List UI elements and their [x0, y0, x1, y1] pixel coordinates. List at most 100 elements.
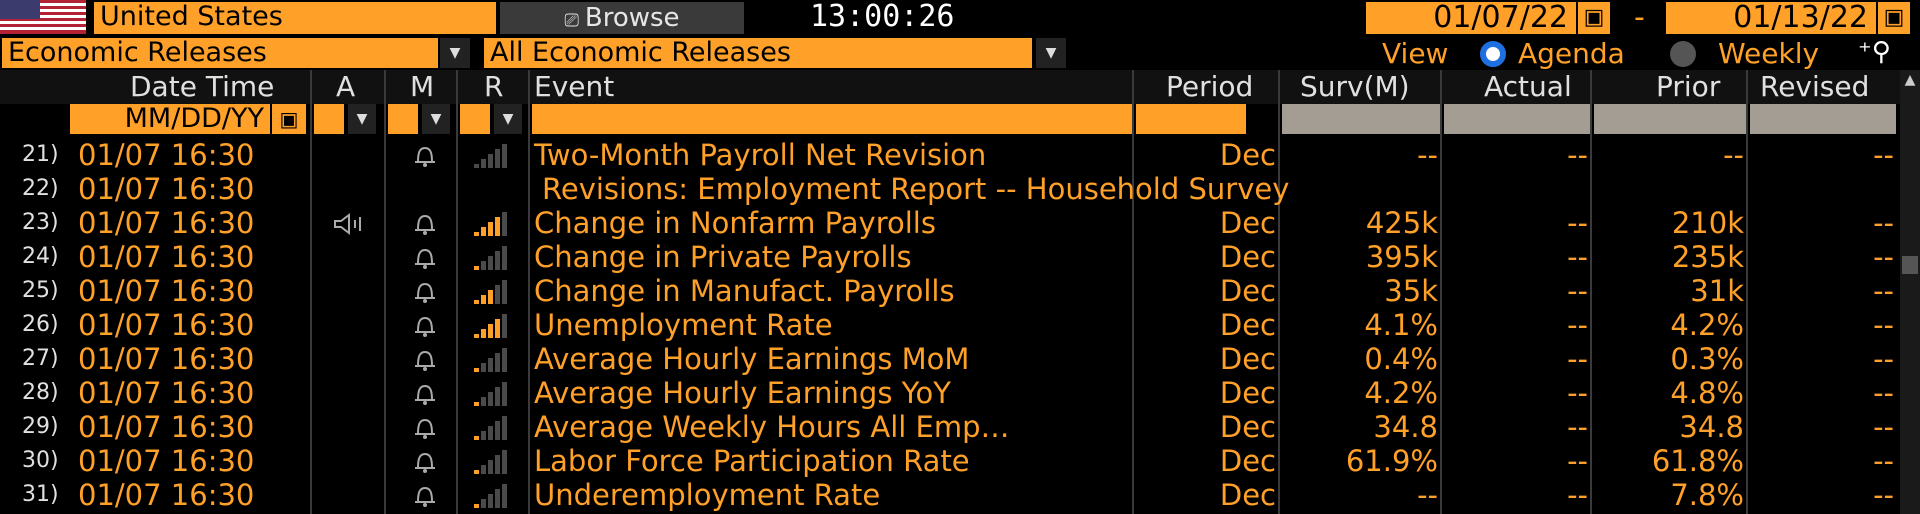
r-filter-input[interactable] [460, 104, 490, 134]
event-filter-input[interactable] [532, 104, 1132, 134]
row-revised: -- [1873, 308, 1894, 342]
table-row[interactable]: 29) 01/07 16:30 Average Weekly Hours All E… [0, 410, 1900, 444]
row-event[interactable]: Labor Force Participation Rate [534, 444, 970, 478]
radio-weekly[interactable] [1670, 41, 1696, 67]
row-event[interactable]: Average Hourly Earnings MoM [534, 342, 970, 376]
table-row[interactable]: 23) 01/07 16:30 Change in Nonfarm Payrolls… [0, 206, 1900, 240]
relevance-bar [495, 285, 500, 304]
add-search-icon[interactable]: ⁺⚲ [1858, 37, 1891, 67]
relevance-bar [495, 149, 500, 168]
browse-button[interactable]: ⎚ Browse [500, 2, 744, 34]
table-row[interactable]: 25) 01/07 16:30 Change in Manufact. Payrol… [0, 274, 1900, 308]
chevron-down-icon[interactable]: ▼ [494, 104, 522, 134]
col-a[interactable]: A [336, 70, 356, 103]
calendar-icon[interactable]: ▣ [272, 104, 306, 134]
table-row[interactable]: 27) 01/07 16:30 Average Hourly Earnings Mo… [0, 342, 1900, 376]
vertical-scrollbar[interactable] [1900, 70, 1920, 514]
relevance-bar [502, 484, 507, 508]
col-datetime[interactable]: Date Time [130, 70, 275, 103]
row-prior: 34.8 [1679, 410, 1744, 444]
relevance-bar [502, 246, 507, 270]
col-r[interactable]: R [484, 70, 504, 103]
chevron-down-icon[interactable]: ▼ [348, 104, 376, 134]
survey-filter-cell [1282, 104, 1440, 134]
col-prior[interactable]: Prior [1656, 70, 1721, 103]
col-revised[interactable]: Revised [1760, 70, 1870, 103]
row-survey: 4.1% [1364, 308, 1438, 342]
scrollbar-thumb[interactable] [1902, 256, 1918, 274]
relevance-bar [488, 256, 493, 270]
scroll-up-icon[interactable]: ▲ [1904, 72, 1916, 88]
end-date-field[interactable]: 01/13/22 [1666, 2, 1876, 34]
row-number: 22) [22, 176, 59, 201]
date-filter-input[interactable]: MM/DD/YY [70, 104, 270, 134]
bell-icon[interactable] [410, 144, 440, 168]
calendar-icon[interactable]: ▣ [1878, 2, 1910, 34]
row-event[interactable]: Underemployment Rate [534, 478, 881, 512]
row-survey: 61.9% [1345, 444, 1438, 478]
row-event[interactable]: Two-Month Payroll Net Revision [534, 138, 987, 172]
table-row[interactable]: 31) 01/07 16:30 Underemployment Rate Dec -- -… [0, 478, 1900, 512]
relevance-bar [488, 358, 493, 372]
row-event[interactable]: Change in Nonfarm Payrolls [534, 206, 936, 240]
row-number: 25) [22, 278, 59, 303]
bell-icon[interactable] [410, 314, 440, 338]
row-event[interactable]: Unemployment Rate [534, 308, 833, 342]
period-filter-input[interactable] [1136, 104, 1246, 134]
bell-icon[interactable] [410, 484, 440, 508]
table-row[interactable]: 21) 01/07 16:30 Two-Month Payroll Net Revi… [0, 138, 1900, 172]
relevance-bar [481, 261, 486, 270]
table-row[interactable]: 30) 01/07 16:30 Labor Force Participation … [0, 444, 1900, 478]
agenda-label[interactable]: Agenda [1518, 37, 1625, 70]
table-row[interactable]: 26) 01/07 16:30 Unemployment Rate Dec 4.1% --… [0, 308, 1900, 342]
row-datetime: 01/07 16:30 [78, 478, 255, 512]
row-datetime: 01/07 16:30 [78, 342, 255, 376]
row-revised: -- [1873, 410, 1894, 444]
table-row[interactable]: 22) 01/07 16:30 Revisions: Employment Repo… [0, 172, 1900, 206]
chevron-down-icon[interactable]: ▼ [1036, 38, 1066, 68]
row-event[interactable]: Average Weekly Hours All Emp… [534, 410, 1010, 444]
bell-icon[interactable] [410, 382, 440, 406]
category-dropdown[interactable]: Economic Releases [2, 38, 438, 68]
row-number: 28) [22, 380, 59, 405]
bell-icon[interactable] [410, 416, 440, 440]
relevance-bar [502, 314, 507, 338]
radio-agenda[interactable] [1480, 41, 1506, 67]
bell-icon[interactable] [410, 212, 440, 236]
chevron-down-icon[interactable]: ▼ [440, 38, 470, 68]
col-actual[interactable]: Actual [1484, 70, 1572, 103]
bell-icon[interactable] [410, 280, 440, 304]
row-event[interactable]: Change in Private Payrolls [534, 240, 912, 274]
country-field[interactable]: United States [94, 2, 496, 34]
relevance-bars-icon [474, 348, 510, 372]
relevance-bar [474, 470, 479, 474]
calendar-icon[interactable]: ▣ [1578, 2, 1610, 34]
table-row[interactable]: 24) 01/07 16:30 Change in Private Payrolls… [0, 240, 1900, 274]
row-event[interactable]: Revisions: Employment Report -- Househol… [542, 172, 1290, 206]
row-actual: -- [1567, 206, 1588, 240]
table-row[interactable]: 28) 01/07 16:30 Average Hourly Earnings Yo… [0, 376, 1900, 410]
subcategory-dropdown[interactable]: All Economic Releases [484, 38, 1032, 68]
column-filter-row: MM/DD/YY ▣ ▼ ▼ ▼ [0, 104, 1900, 134]
prior-filter-cell [1594, 104, 1746, 134]
row-revised: -- [1873, 206, 1894, 240]
chevron-down-icon[interactable]: ▼ [422, 104, 450, 134]
m-filter-input[interactable] [388, 104, 418, 134]
row-event[interactable]: Change in Manufact. Payrolls [534, 274, 955, 308]
bell-icon[interactable] [410, 348, 440, 372]
row-datetime: 01/07 16:30 [78, 444, 255, 478]
col-period[interactable]: Period [1166, 70, 1254, 103]
speaker-icon[interactable] [333, 212, 367, 236]
col-survey[interactable]: Surv(M) [1300, 70, 1410, 103]
weekly-label[interactable]: Weekly [1718, 37, 1820, 70]
col-event[interactable]: Event [534, 70, 615, 103]
bell-icon[interactable] [410, 450, 440, 474]
bell-icon[interactable] [410, 246, 440, 270]
row-event[interactable]: Average Hourly Earnings YoY [534, 376, 951, 410]
row-actual: -- [1567, 308, 1588, 342]
clock: 13:00:26 [810, 0, 955, 34]
row-number: 29) [22, 414, 59, 439]
a-filter-input[interactable] [314, 104, 344, 134]
col-m[interactable]: M [410, 70, 435, 103]
start-date-field[interactable]: 01/07/22 [1366, 2, 1576, 34]
